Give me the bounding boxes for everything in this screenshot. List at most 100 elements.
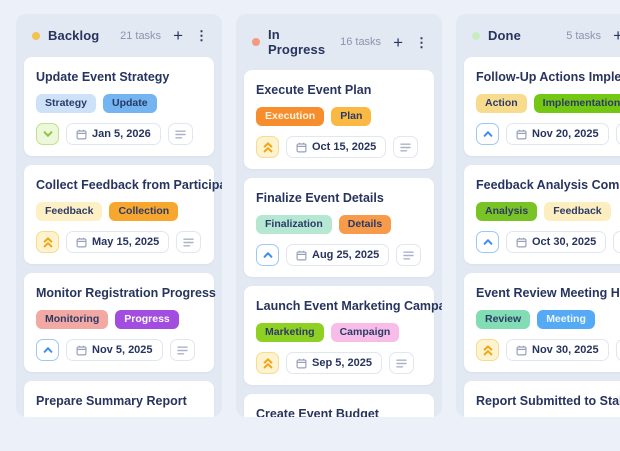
due-date-chip[interactable]: Aug 25, 2025: [286, 244, 390, 266]
due-date-label: Nov 5, 2025: [92, 344, 153, 356]
tag-pill[interactable]: Marketing: [256, 323, 324, 342]
card-meta-row: Nov 30, 2025: [476, 339, 620, 361]
due-date-label: Nov 30, 2025: [532, 344, 599, 356]
tag-row: Feedback Collection: [36, 202, 202, 221]
task-card[interactable]: Finalize Event Details Finalization Deta…: [244, 178, 434, 277]
calendar-icon: [516, 345, 527, 355]
card-list: Follow-Up Actions Implemented Action Imp…: [456, 55, 620, 417]
column-header: Done 5 tasks + ⋮: [456, 14, 620, 55]
card-list: Execute Event Plan Execution Plan Oct 15…: [236, 68, 442, 417]
tag-pill[interactable]: Feedback: [36, 202, 103, 221]
card-meta-row: Oct 15, 2025: [256, 136, 422, 158]
notes-icon[interactable]: [167, 123, 193, 145]
task-card[interactable]: Event Review Meeting Held Review Meeting…: [464, 273, 620, 372]
task-card[interactable]: Collect Feedback from Participants Feedb…: [24, 165, 222, 264]
column-menu-icon[interactable]: ⋮: [195, 28, 208, 43]
due-date-chip[interactable]: Nov 30, 2025: [506, 339, 609, 361]
card-meta-row: Oct 30, 2025: [476, 231, 620, 253]
task-card[interactable]: Launch Event Marketing Campaign Marketin…: [244, 286, 442, 385]
card-meta-row: Aug 25, 2025: [256, 244, 422, 266]
notes-icon[interactable]: [169, 339, 195, 361]
due-date-chip[interactable]: Oct 15, 2025: [286, 136, 387, 158]
tag-pill[interactable]: Finalization: [256, 215, 332, 234]
notes-icon[interactable]: [176, 231, 202, 253]
notes-icon[interactable]: [393, 136, 419, 158]
task-card[interactable]: Create Event Budget Budget Creation Jun …: [244, 394, 434, 417]
tag-pill[interactable]: Update: [103, 94, 157, 113]
double-chevron-up-priority-chip[interactable]: [476, 339, 499, 361]
due-date-chip[interactable]: Jan 5, 2026: [66, 123, 161, 145]
calendar-icon: [296, 142, 307, 152]
column-menu-icon[interactable]: ⋮: [415, 34, 428, 50]
calendar-icon: [296, 358, 307, 368]
task-card[interactable]: Feedback Analysis Completed Analysis Fee…: [464, 165, 620, 264]
tag-pill[interactable]: Analysis: [476, 202, 538, 221]
task-card[interactable]: Follow-Up Actions Implemented Action Imp…: [464, 57, 620, 156]
calendar-icon: [76, 129, 87, 139]
kanban-board: Backlog 21 tasks + ⋮ Update Event Strate…: [16, 14, 620, 417]
card-meta-row: May 15, 2025: [36, 231, 202, 253]
tag-pill[interactable]: Campaign: [330, 323, 400, 342]
chevron-up-priority-chip[interactable]: [256, 244, 279, 266]
due-date-chip[interactable]: Nov 20, 2025: [506, 123, 609, 145]
card-meta-row: Nov 20, 2025: [476, 123, 620, 145]
add-card-icon[interactable]: +: [173, 26, 183, 45]
chevron-down-priority-chip[interactable]: [36, 123, 59, 145]
tag-pill[interactable]: Execution: [256, 107, 325, 126]
calendar-icon: [516, 129, 527, 139]
chevron-up-priority-chip[interactable]: [476, 123, 499, 145]
tag-pill[interactable]: Progress: [115, 310, 179, 329]
tag-row: Monitoring Progress: [36, 310, 202, 329]
task-card[interactable]: Execute Event Plan Execution Plan Oct 15…: [244, 70, 434, 169]
tag-pill[interactable]: Details: [338, 215, 392, 234]
notes-icon[interactable]: [396, 244, 422, 266]
task-title: Update Event Strategy: [36, 70, 170, 84]
tag-pill[interactable]: Review: [476, 310, 531, 329]
notes-icon[interactable]: [613, 231, 620, 253]
due-date-label: May 15, 2025: [92, 236, 160, 248]
due-date-chip[interactable]: Oct 30, 2025: [506, 231, 607, 253]
tag-row: Strategy Update: [36, 94, 202, 113]
add-card-icon[interactable]: +: [393, 32, 403, 52]
notes-icon[interactable]: [615, 123, 620, 145]
card-meta-row: Sep 5, 2025: [256, 352, 422, 374]
card-list: Update Event Strategy Strategy Update Ja…: [16, 55, 222, 417]
task-title: Monitor Registration Progress: [36, 286, 216, 300]
notes-icon[interactable]: [615, 339, 620, 361]
double-chevron-up-priority-chip[interactable]: [256, 136, 279, 158]
tag-pill[interactable]: Meeting: [537, 310, 595, 329]
task-card[interactable]: Prepare Summary Report Reporting Summary…: [24, 381, 214, 417]
chevron-up-priority-chip[interactable]: [476, 231, 499, 253]
task-card[interactable]: Monitor Registration Progress Monitoring…: [24, 273, 216, 372]
tag-pill[interactable]: Feedback: [544, 202, 611, 221]
tag-pill[interactable]: Collection: [109, 202, 179, 221]
tag-pill[interactable]: Action: [476, 94, 527, 113]
tag-pill[interactable]: Plan: [331, 107, 372, 126]
column-title: Backlog: [48, 28, 100, 43]
due-date-chip[interactable]: May 15, 2025: [66, 231, 170, 253]
column-header: Backlog 21 tasks + ⋮: [16, 14, 222, 55]
kanban-column: In Progress 16 tasks + ⋮ Execute Event P…: [236, 14, 442, 417]
add-card-icon[interactable]: +: [613, 27, 620, 44]
tag-row: Review Meeting: [476, 310, 620, 329]
chevron-up-priority-chip[interactable]: [36, 339, 59, 361]
tag-row: Action Implementation: [476, 94, 620, 113]
tag-row: Execution Plan: [256, 107, 422, 126]
tag-pill[interactable]: Strategy: [36, 94, 97, 113]
tag-pill[interactable]: Implementation: [533, 94, 620, 113]
due-date-chip[interactable]: Nov 5, 2025: [66, 339, 163, 361]
task-card[interactable]: Report Submitted to Stakeholders Reporti…: [464, 381, 620, 417]
task-title: Event Review Meeting Held: [476, 286, 620, 300]
column-status-dot: [252, 38, 260, 46]
column-header: In Progress 16 tasks + ⋮: [236, 14, 442, 68]
due-date-chip[interactable]: Sep 5, 2025: [286, 352, 382, 374]
tag-row: Finalization Details: [256, 215, 422, 234]
column-status-dot: [472, 31, 480, 40]
due-date-label: Oct 15, 2025: [312, 141, 377, 153]
double-chevron-up-priority-chip[interactable]: [256, 352, 279, 374]
due-date-label: Oct 30, 2025: [532, 236, 597, 248]
notes-icon[interactable]: [388, 352, 414, 374]
task-card[interactable]: Update Event Strategy Strategy Update Ja…: [24, 57, 214, 156]
tag-pill[interactable]: Monitoring: [36, 310, 109, 329]
double-chevron-up-priority-chip[interactable]: [36, 231, 59, 253]
